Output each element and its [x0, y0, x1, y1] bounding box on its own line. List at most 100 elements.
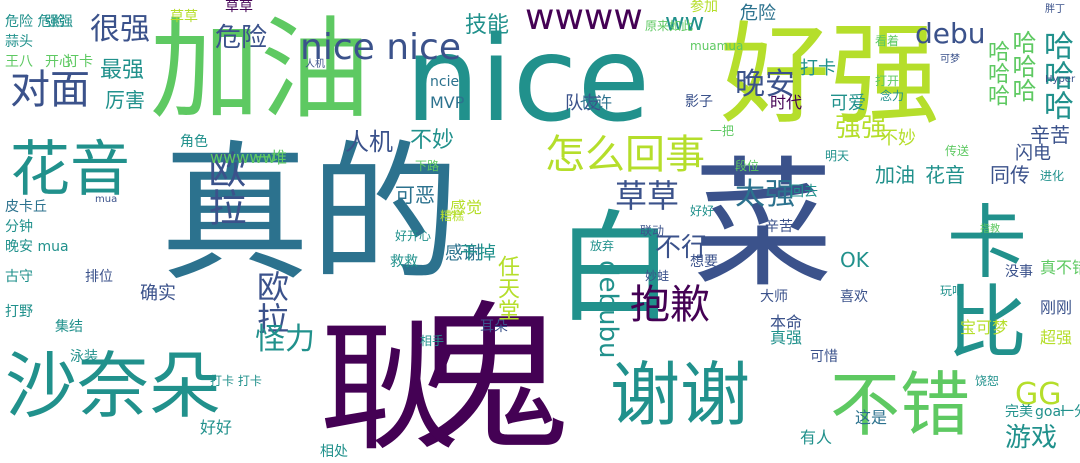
- word-bumiao-1: wwwww: [210, 148, 276, 167]
- word-zaogao: 好开心: [395, 229, 432, 243]
- word-daye: 晚安 mua: [5, 239, 69, 255]
- word-wwwww: 影子: [685, 94, 713, 110]
- word-wangba: 强强: [45, 14, 73, 30]
- word-ganjue: 感觉: [450, 198, 483, 217]
- word-dashi: 好好: [200, 418, 233, 437]
- word-zuiqiang: 最强: [100, 58, 145, 83]
- word-liandong: 想要: [690, 254, 718, 270]
- word-yexu: 也许: [580, 93, 613, 112]
- word-fangqi: 人机: [305, 59, 325, 70]
- word-bucuo: 不错: [830, 364, 970, 446]
- word-huayin: 花音: [10, 135, 130, 205]
- word-duanwei: 传送: [945, 144, 970, 158]
- word-gandiao: 干掉: [460, 243, 496, 264]
- word-ganggang: 大师: [760, 289, 788, 305]
- word-wanmei: 真强: [770, 328, 803, 347]
- word-xiangchu: 一分: [1060, 404, 1080, 420]
- word-taiqiang: 太强: [735, 177, 795, 212]
- word-nice: nice: [405, 10, 651, 148]
- word-nianli: Hyper: [1045, 74, 1076, 85]
- word-zhende: 真的: [160, 128, 461, 302]
- word-tongchuan: 加油: [875, 163, 915, 187]
- word-guaili: 怪力: [255, 322, 315, 357]
- word-kewu: 可恶: [395, 183, 435, 207]
- word-kemeng: 相手: [420, 334, 445, 348]
- word-jijie: 确实: [140, 283, 176, 304]
- word-qiangqiang-2: 不妙: [880, 128, 916, 149]
- word-renji: 人机: [345, 128, 393, 156]
- word-miaowa: 辛苦: [765, 219, 793, 235]
- word-dakai: 可梦: [940, 54, 960, 65]
- word-keai: 闪电: [1015, 143, 1051, 164]
- word-kanzhe: 打开: [875, 74, 900, 88]
- word-haohao: goal: [1035, 404, 1065, 420]
- word-qiangqiang-1: 强强: [835, 113, 888, 143]
- word-ww: ww: [665, 8, 705, 36]
- word-xiangshou: mua: [95, 194, 118, 205]
- word-hahaha-3: 哈哈哈: [984, 40, 1009, 106]
- word-yingzi: 可爱: [830, 93, 866, 114]
- word-youren: 集结: [55, 319, 83, 335]
- word-hahaha-2: 哈哈哈: [1008, 30, 1036, 102]
- word-caocao: 草草: [615, 177, 680, 215]
- word-jiaose: 打卡 打卡: [210, 374, 262, 388]
- word-rentiantang: 任天堂: [494, 255, 519, 321]
- word-jinhua: 好好: [690, 204, 715, 218]
- word-paiwei: 打野: [5, 304, 33, 320]
- word-duiyou: 队友: [565, 93, 601, 114]
- word-pangding: 原来如此: [645, 19, 694, 33]
- word-kexi: 这是: [855, 408, 888, 427]
- word-hahaha-1: 哈哈哈: [1038, 30, 1073, 120]
- word-gui: 鬼: [410, 286, 571, 463]
- word-xinku-2: 喜欢: [840, 289, 868, 305]
- word-jiahuo: 看着: [875, 34, 900, 48]
- word-nicenice: nice nice: [300, 27, 461, 68]
- word-henqiang: 很强: [90, 12, 150, 47]
- word-yifen: 完美: [1005, 404, 1033, 420]
- word-muamua: 参加: [690, 0, 718, 15]
- word-buxing: 不行: [655, 233, 708, 263]
- word-haokaixin: 段位: [735, 159, 760, 173]
- word-debu: debu: [915, 17, 986, 50]
- word-mvp: MVP: [430, 93, 465, 112]
- word-benming: 指教: [980, 224, 1000, 235]
- word-baoqian: 抱歉: [630, 282, 710, 328]
- word-chaoji: 念力: [880, 89, 905, 103]
- word-baokemeng: 相处: [320, 444, 348, 460]
- word-geng: 耿: [320, 308, 461, 463]
- word-yidui: ncie: [430, 74, 460, 90]
- word-huiqu: 饶恕: [975, 374, 1000, 388]
- word-duimian: 对面: [10, 67, 90, 113]
- word-weixian-2: 危险: [740, 3, 776, 24]
- word-chuansong: 回去: [790, 184, 818, 200]
- word-mua: 本命: [770, 313, 803, 332]
- word-caocao-2: 开心: [45, 54, 73, 70]
- word-weixian-1: 危险: [215, 23, 268, 53]
- word-erduo: 联动: [640, 224, 665, 238]
- word-oula-1: 欧拉: [202, 150, 246, 226]
- word-jineng: 技能: [465, 13, 510, 38]
- word-kabi: 卡比: [934, 200, 1027, 360]
- word-lihai: 厉害: [105, 88, 145, 112]
- word-bai: 白: [555, 200, 675, 339]
- word-gushou: 分钟: [5, 219, 33, 235]
- word-cai: 菜: [669, 150, 832, 290]
- word-xihuan: 宝可梦: [960, 318, 1009, 337]
- word-xialu: 明天: [825, 149, 850, 163]
- word-haohao-2: 玩吧: [940, 284, 965, 298]
- word-ok: OK: [840, 248, 869, 272]
- word-pikaqiu: muamua: [690, 39, 744, 53]
- word-xiexie: 谢谢: [610, 354, 750, 436]
- word-goal: 超强: [1040, 328, 1073, 347]
- word-mingtian: 进化: [1040, 169, 1065, 183]
- word-fenzhong: 胖丁: [1045, 4, 1065, 15]
- word-queshi: 古守: [5, 269, 33, 285]
- word-zenmehuishi: 怎么回事: [545, 132, 705, 178]
- word-zhenbucuo: 妙蛙: [645, 269, 670, 283]
- word-wanba: 真不错: [1040, 258, 1080, 277]
- word-shandian: 同传: [990, 163, 1030, 187]
- word-renji-2: 角色: [180, 134, 208, 150]
- word-zhenqiang: 有人: [800, 428, 833, 447]
- word-weixianweixian: 不妙: [410, 128, 455, 153]
- word-wwww: wwww: [525, 0, 643, 38]
